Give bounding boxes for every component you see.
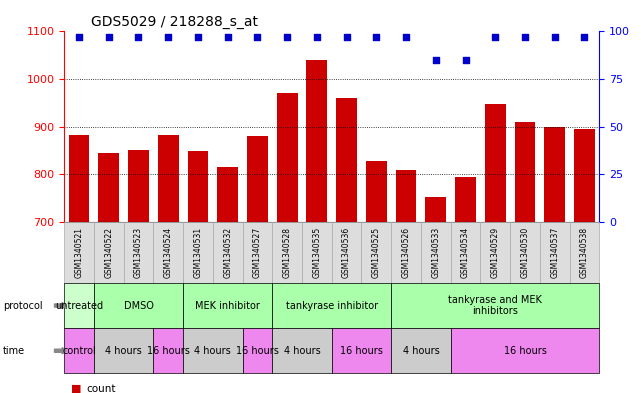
Text: 16 hours: 16 hours [236,346,279,356]
Text: GSM1340537: GSM1340537 [550,227,559,278]
Text: 4 hours: 4 hours [403,346,439,356]
Text: tankyrase and MEK
inhibitors: tankyrase and MEK inhibitors [448,295,542,316]
Text: 16 hours: 16 hours [147,346,190,356]
Point [163,34,173,40]
Point [193,34,203,40]
Text: GSM1340524: GSM1340524 [163,227,172,278]
Bar [217,167,238,222]
Text: GSM1340529: GSM1340529 [491,227,500,278]
Point [549,34,560,40]
Point [282,34,292,40]
Point [460,57,470,63]
Bar [277,94,297,222]
Bar [98,153,119,222]
Text: GSM1340525: GSM1340525 [372,227,381,278]
Text: control: control [62,346,96,356]
Text: 4 hours: 4 hours [283,346,320,356]
Point [133,34,144,40]
Text: GSM1340528: GSM1340528 [283,227,292,278]
Point [312,34,322,40]
Bar [426,197,446,222]
Point [401,34,411,40]
Text: 16 hours: 16 hours [340,346,383,356]
Point [490,34,501,40]
Bar [69,135,89,222]
Text: GSM1340536: GSM1340536 [342,227,351,278]
Bar [574,129,595,222]
Text: GSM1340523: GSM1340523 [134,227,143,278]
Text: MEK inhibitor: MEK inhibitor [196,301,260,310]
Bar [485,104,506,222]
Bar [515,122,535,222]
Bar [188,151,208,222]
Text: GSM1340535: GSM1340535 [312,227,321,278]
Text: 4 hours: 4 hours [194,346,231,356]
Text: GSM1340531: GSM1340531 [194,227,203,278]
Bar [455,177,476,222]
Text: protocol: protocol [3,301,43,310]
Point [342,34,352,40]
Text: GSM1340530: GSM1340530 [520,227,529,278]
Text: GSM1340521: GSM1340521 [74,227,83,278]
Text: GDS5029 / 218288_s_at: GDS5029 / 218288_s_at [91,15,258,29]
Bar [366,161,387,222]
Text: GSM1340538: GSM1340538 [580,227,589,278]
Point [520,34,530,40]
Text: GSM1340533: GSM1340533 [431,227,440,278]
Point [74,34,84,40]
Point [222,34,233,40]
Bar [247,136,268,222]
Text: time: time [3,346,26,356]
Bar [544,127,565,222]
Text: 16 hours: 16 hours [504,346,546,356]
Point [104,34,114,40]
Text: GSM1340532: GSM1340532 [223,227,232,278]
Text: GSM1340527: GSM1340527 [253,227,262,278]
Bar [336,98,357,222]
Point [371,34,381,40]
Bar [158,135,179,222]
Text: count: count [87,384,116,393]
Bar [395,170,417,222]
Text: GSM1340534: GSM1340534 [461,227,470,278]
Text: DMSO: DMSO [124,301,153,310]
Point [431,57,441,63]
Point [253,34,263,40]
Bar [306,60,328,222]
Point [579,34,590,40]
Text: tankyrase inhibitor: tankyrase inhibitor [286,301,378,310]
Text: 4 hours: 4 hours [105,346,142,356]
Text: ■: ■ [71,384,81,393]
Bar [128,150,149,222]
Text: GSM1340522: GSM1340522 [104,227,113,278]
Text: untreated: untreated [55,301,103,310]
Text: GSM1340526: GSM1340526 [401,227,410,278]
